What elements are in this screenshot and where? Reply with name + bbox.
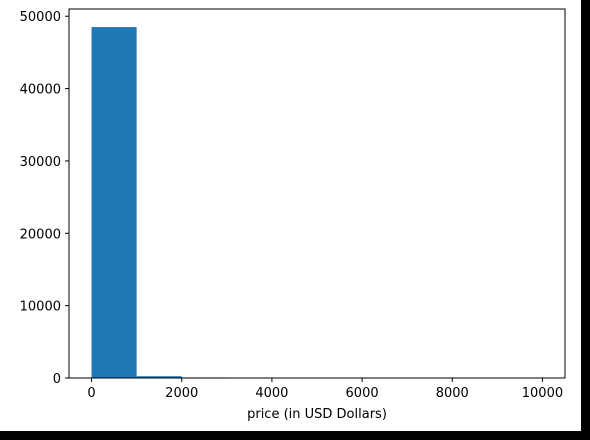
chart-figure: 0 2000 4000 6000 8000 10000 0 10000 20000 30000 4…: [0, 0, 581, 431]
y-tick-label: 30000: [20, 155, 61, 170]
y-tick-label: 20000: [20, 227, 61, 242]
y-tick-label: 40000: [20, 83, 61, 98]
histogram-chart: 0 2000 4000 6000 8000 10000 0 10000 20000 30000 4…: [0, 0, 581, 431]
x-axis: 0 2000 4000 6000 8000 10000: [87, 378, 563, 401]
y-axis: 0 10000 20000 30000 40000 50000: [20, 10, 69, 387]
x-axis-label: price (in USD Dollars): [247, 407, 387, 422]
histogram-bar-0: [92, 27, 137, 378]
y-tick-label: 10000: [20, 300, 61, 315]
y-tick-label: 50000: [20, 10, 61, 25]
y-tick-label: 0: [53, 372, 61, 387]
x-tick-label: 8000: [436, 386, 469, 401]
x-tick-label: 6000: [346, 386, 379, 401]
x-tick-label: 10000: [522, 386, 563, 401]
x-tick-label: 2000: [165, 386, 198, 401]
bars-group: [92, 27, 543, 378]
x-tick-label: 4000: [255, 386, 288, 401]
x-tick-label: 0: [87, 386, 95, 401]
plot-frame: [69, 9, 565, 378]
